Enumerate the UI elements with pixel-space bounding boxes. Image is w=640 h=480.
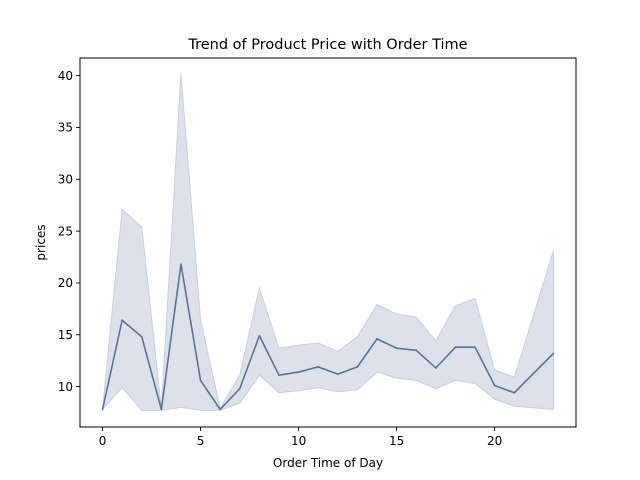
data-point bbox=[356, 366, 359, 368]
data-point bbox=[180, 263, 182, 266]
line-segment bbox=[238, 334, 261, 390]
y-tick-label: 35 bbox=[58, 121, 73, 135]
data-point bbox=[101, 408, 104, 411]
line-segment bbox=[336, 366, 359, 375]
line-segment bbox=[513, 352, 555, 394]
x-tick-label: 15 bbox=[389, 434, 404, 448]
data-point bbox=[435, 367, 437, 369]
y-axis: 10 15 20 25 30 35 40 bbox=[58, 69, 80, 394]
data-point bbox=[258, 334, 261, 337]
line-segment bbox=[121, 319, 143, 338]
y-axis-label: prices bbox=[34, 224, 48, 260]
data-point bbox=[513, 391, 516, 394]
data-point bbox=[238, 387, 241, 390]
data-point bbox=[376, 338, 378, 340]
line-segment bbox=[493, 384, 516, 394]
data-point bbox=[160, 408, 163, 411]
line-segment bbox=[140, 336, 163, 411]
data-point bbox=[415, 349, 418, 352]
x-tick-label: 5 bbox=[197, 434, 205, 448]
y-tick-label: 30 bbox=[58, 173, 73, 187]
plot-frame bbox=[79, 57, 577, 428]
data-point bbox=[337, 373, 339, 375]
x-tick-label: 20 bbox=[487, 434, 502, 448]
data-point bbox=[454, 346, 457, 348]
line-segment bbox=[219, 387, 241, 411]
data-point bbox=[493, 384, 496, 387]
data-point bbox=[121, 319, 123, 322]
data-point bbox=[552, 352, 555, 355]
x-axis: 0 5 10 15 20 bbox=[99, 427, 502, 448]
chart-title: Trend of Product Price with Order Time bbox=[187, 37, 467, 53]
y-tick-label: 10 bbox=[58, 380, 73, 394]
x-axis-label: Order Time of Day bbox=[273, 456, 383, 470]
line-segment bbox=[101, 319, 123, 411]
data-point bbox=[317, 366, 320, 368]
y-tick-label: 40 bbox=[58, 69, 73, 83]
line-segment bbox=[199, 379, 221, 411]
line-segment bbox=[180, 263, 202, 382]
data-point bbox=[219, 408, 221, 411]
line-segment bbox=[415, 349, 437, 369]
line-segment bbox=[297, 366, 320, 373]
y-tick-label: 15 bbox=[58, 328, 73, 342]
confidence-band bbox=[101, 73, 554, 411]
line-segment bbox=[435, 346, 457, 369]
plot-area bbox=[101, 73, 555, 411]
line-segment bbox=[317, 366, 339, 375]
x-tick-label: 10 bbox=[291, 434, 306, 448]
line-segment bbox=[356, 338, 378, 368]
data-point bbox=[474, 346, 476, 348]
data-point bbox=[140, 336, 143, 338]
data-point bbox=[199, 379, 202, 382]
line-segment bbox=[278, 371, 300, 376]
line-segment bbox=[395, 347, 418, 352]
line-segment bbox=[258, 334, 280, 376]
line-segment bbox=[376, 338, 398, 350]
data-point bbox=[395, 347, 398, 350]
data-point bbox=[297, 371, 300, 373]
y-tick-label: 25 bbox=[58, 224, 73, 238]
y-tick-label: 20 bbox=[58, 276, 73, 290]
x-tick-label: 0 bbox=[99, 434, 107, 448]
line-segment bbox=[474, 346, 496, 387]
data-point bbox=[278, 374, 280, 376]
line-segment bbox=[160, 263, 182, 411]
